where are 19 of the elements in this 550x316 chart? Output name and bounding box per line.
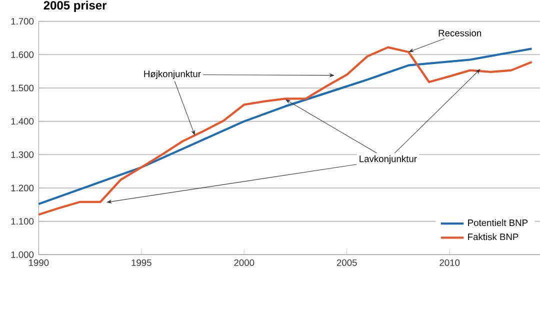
y-axis-title: 2005 priser — [44, 0, 107, 12]
x-tick-label: 2010 — [440, 259, 460, 266]
y-tick-label: 1.500 — [11, 84, 34, 92]
x-tick-label: 2000 — [234, 259, 254, 266]
x-tick-label: 1995 — [132, 259, 152, 266]
y-tick-label: 1.700 — [11, 18, 34, 25]
legend-label: Potentielt BNP — [468, 219, 528, 226]
y-tick-label: 1.200 — [11, 184, 34, 192]
legend-label: Faktisk BNP — [468, 233, 518, 240]
x-tick-label: 1990 — [29, 259, 49, 266]
y-tick-label: 1.400 — [11, 118, 34, 125]
y-tick-label: 1.000 — [11, 251, 34, 258]
y-tick-label: 1.300 — [11, 151, 34, 158]
y-tick-label: 1.100 — [11, 218, 34, 225]
x-tick-label: 2005 — [336, 259, 357, 266]
annotation: Højkonjunktur — [144, 70, 201, 80]
y-tick-label: 1.600 — [11, 51, 34, 58]
annotation: Lavkonjunktur — [360, 155, 417, 164]
annotation: Recession — [438, 30, 482, 36]
